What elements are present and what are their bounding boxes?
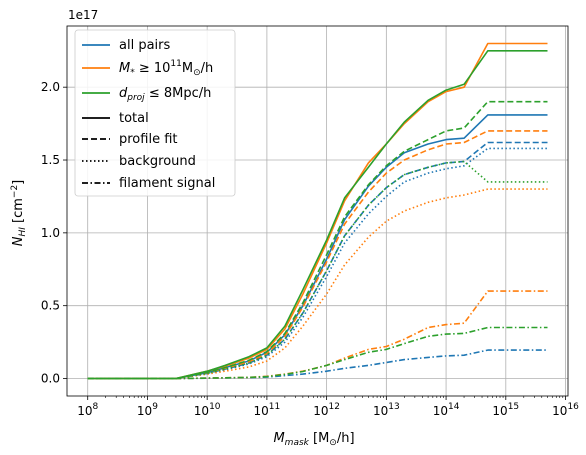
legend-entry-profile-fit: profile fit	[119, 132, 177, 147]
series-line-all_pairs-solid	[87, 114, 548, 380]
y-axis-label: NHI [cm−2]	[10, 180, 28, 247]
legend-entry-mstar: M* ≥ 1011M⊙/h	[119, 59, 213, 78]
y-offset-text: 1e17	[68, 8, 98, 22]
series-line-dproj-dashdot	[87, 326, 548, 380]
x-tick-label: 108	[77, 402, 98, 418]
legend-entry-background: background	[119, 154, 196, 169]
x-tick-label: 1012	[313, 402, 340, 418]
grid-lines	[67, 26, 568, 396]
x-tick-label: 1014	[433, 402, 460, 418]
x-tick-label: 109	[137, 402, 158, 418]
axis-ticks: 108 109 1010 1011 1012 1013 1014 1015 1016 0.0 0.5…	[41, 80, 579, 418]
legend-entry-all-pairs: all pairs	[119, 38, 170, 53]
series-lines	[87, 42, 548, 380]
y-tick-label: 2.0	[41, 80, 60, 94]
legend-entry-dproj: dproj ≤ 8Mpc/h	[119, 86, 211, 103]
series-line-mstar-dashdot	[87, 290, 548, 380]
x-tick-label: 1015	[492, 402, 519, 418]
y-tick-label: 1.5	[41, 153, 60, 167]
legend-entry-total: total	[119, 111, 149, 126]
legend: all pairs M* ≥ 1011M⊙/h dproj ≤ 8Mpc/h t…	[74, 29, 236, 197]
series-line-dproj-solid	[87, 50, 548, 380]
x-axis-label: Mmask [M⊙/h]	[273, 431, 354, 448]
y-tick-label: 0.0	[41, 372, 60, 386]
x-tick-label: 1016	[552, 402, 579, 418]
series-line-mstar-dotted	[87, 188, 548, 380]
legend-entry-filament-signal: filament signal	[119, 176, 215, 191]
y-tick-label: 0.5	[41, 299, 60, 313]
series-line-all_pairs-dashdot	[87, 349, 548, 380]
y-tick-label: 1.0	[41, 226, 60, 240]
x-tick-label: 1013	[373, 402, 400, 418]
x-tick-label: 1011	[254, 402, 281, 418]
series-line-dproj-dashed	[87, 100, 548, 380]
x-tick-label: 1010	[194, 402, 221, 418]
legend-box	[74, 29, 236, 197]
